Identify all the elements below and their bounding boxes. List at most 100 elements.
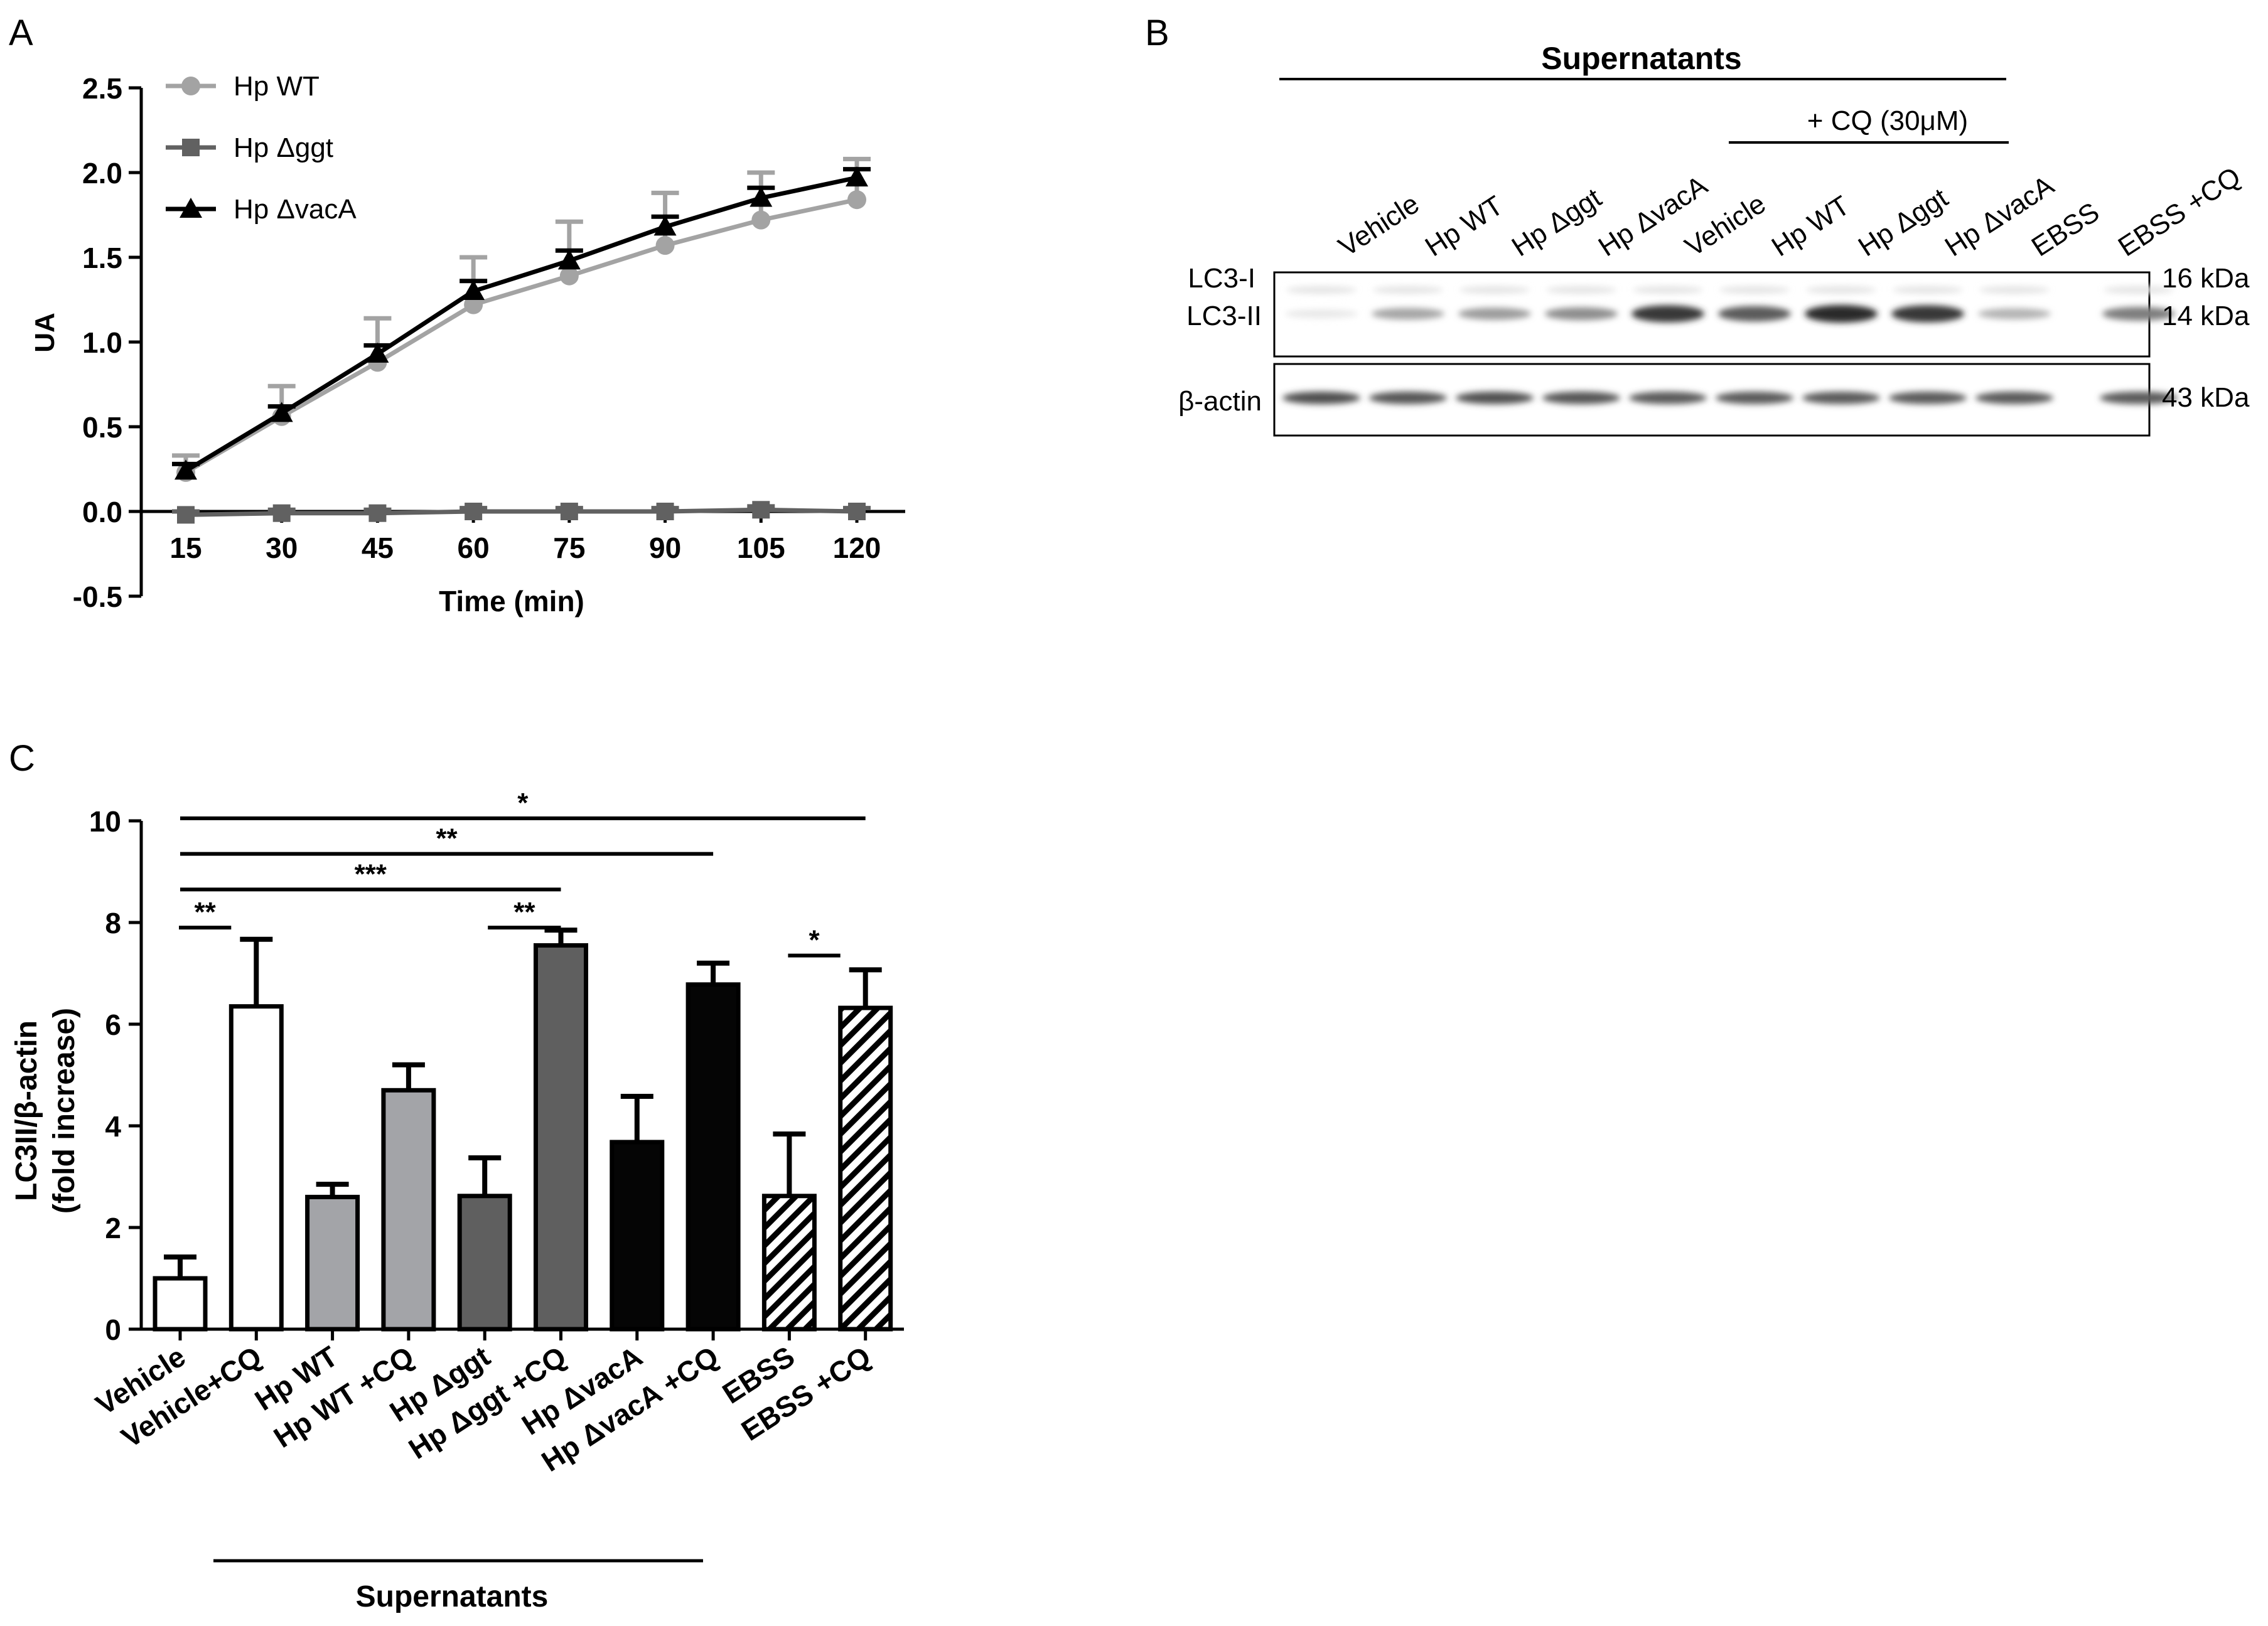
blot-band-actin bbox=[1282, 392, 1360, 404]
blot-band-lc3ii bbox=[1805, 304, 1878, 323]
panel-a-x-tick-label: 120 bbox=[833, 532, 881, 564]
blot-band-lc3i bbox=[2104, 286, 2174, 294]
panel-label-c: C bbox=[9, 738, 35, 779]
significance-label: *** bbox=[355, 858, 387, 889]
panel-a-y-tick-label: 1.5 bbox=[82, 242, 122, 274]
panel-a-x-tick-label: 30 bbox=[266, 532, 298, 564]
panel-a-x-axis-title: Time (min) bbox=[439, 585, 584, 618]
panel-c-y-tick-label: 8 bbox=[105, 907, 121, 939]
panel-a-point-vaca bbox=[175, 459, 197, 480]
panel-c-significance: ******** *** bbox=[179, 788, 866, 958]
panel-a-y-tick-label: 0.5 bbox=[82, 411, 122, 444]
panel-c-bar bbox=[457, 1194, 512, 1332]
panel-a-point-wt bbox=[847, 190, 866, 210]
legend-label-wt: Hp WT bbox=[234, 71, 320, 102]
panel-c-y-tick-label: 4 bbox=[105, 1110, 121, 1143]
significance-label: * bbox=[517, 788, 529, 818]
panel-a-point-vaca bbox=[462, 280, 485, 300]
blot-band-lc3i bbox=[1373, 286, 1443, 294]
panel-a-y-axis-title: UA bbox=[30, 313, 60, 353]
panel-a-series-ggt bbox=[172, 501, 871, 524]
panel-a-point-vaca bbox=[653, 215, 677, 236]
blot-band-lc3i bbox=[1893, 286, 1963, 294]
blot-row-label-actin: β-actin bbox=[1178, 386, 1262, 417]
panel-c-y-tick-label: 2 bbox=[105, 1212, 121, 1244]
panel-c-axes: 0 2 4 6 8 10 bbox=[89, 805, 904, 1346]
blot-band-actin bbox=[1629, 392, 1707, 404]
blot-band-actin bbox=[1542, 392, 1620, 404]
blot-band-lc3ii bbox=[1718, 306, 1791, 322]
panel-a-point-ggt bbox=[656, 503, 674, 520]
panel-c-bar bbox=[381, 1088, 436, 1332]
panel-c-y-tick-label: 6 bbox=[105, 1008, 121, 1041]
panel-a-x-tick-label: 60 bbox=[458, 532, 490, 564]
panel-c-y-tick-label: 10 bbox=[89, 805, 121, 838]
panel-a-point-wt bbox=[751, 210, 771, 230]
panel-c-bar bbox=[153, 1276, 208, 1332]
panel-label-b: B bbox=[1145, 13, 1169, 53]
panel-a-point-wt bbox=[655, 236, 675, 255]
panel-a-point-ggt bbox=[848, 503, 866, 520]
legend-marker-wt bbox=[181, 77, 200, 95]
panel-a-y-tick-label: -0.5 bbox=[73, 580, 122, 613]
panel-label-a: A bbox=[9, 13, 33, 53]
blot-band-actin bbox=[1802, 392, 1880, 404]
blot-row-label-lc3ii: LC3-II bbox=[1186, 301, 1262, 331]
panel-a-x-tick-label: 90 bbox=[649, 532, 681, 564]
panel-a-line-wt bbox=[185, 197, 857, 474]
blot-band-actin bbox=[1889, 392, 1967, 404]
blot-band-lc3i bbox=[1459, 286, 1530, 294]
panel-a-point-ggt bbox=[272, 504, 291, 522]
blot-band-lc3i bbox=[1546, 286, 1616, 294]
panel-a-x-tick-label: 75 bbox=[553, 532, 585, 564]
panel-a-point-vaca bbox=[270, 402, 293, 422]
panel-c-supernatants-label: Supernatants bbox=[356, 1580, 549, 1613]
blot-band-lc3ii bbox=[1285, 309, 1358, 318]
panel-a-line-vaca bbox=[185, 175, 857, 473]
blot-band-lc3ii bbox=[1631, 305, 1704, 323]
panel-a-point-vaca bbox=[557, 249, 581, 270]
panel-c-bar bbox=[838, 1005, 893, 1332]
panel-a-point-wt bbox=[559, 266, 579, 286]
panel-c-y-tick-label: 0 bbox=[105, 1313, 121, 1346]
blot-supernatants-title: Supernatants bbox=[1541, 41, 1742, 76]
panel-a-y-tick-label: 0.0 bbox=[82, 496, 122, 528]
blot-lane-label: Hp WT bbox=[1420, 190, 1508, 263]
panel-a-axes: -0.5 0.0 0.5 1.0 1.5 2.0 2.5 15 30 45 60 75 90 105 120 bbox=[73, 72, 905, 613]
blot-lane-label: Hp WT bbox=[1766, 190, 1855, 263]
panel-a-line-ggt bbox=[185, 507, 857, 517]
panel-a-point-vaca bbox=[846, 166, 868, 187]
panel-a-series bbox=[172, 156, 871, 524]
panel-c-bar bbox=[610, 1140, 665, 1332]
blot-band-actin bbox=[1975, 392, 2053, 404]
blot-band-lc3i bbox=[1719, 286, 1790, 294]
blot-lane-label: Vehicle bbox=[1333, 188, 1425, 262]
panel-c-bar bbox=[228, 1004, 284, 1332]
panel-c-bar bbox=[534, 943, 588, 1332]
significance-label: ** bbox=[195, 897, 217, 928]
blot-band-lc3ii bbox=[1891, 305, 1964, 323]
panel-c-y-axis-title-line1: LC3II/β-actin bbox=[10, 1020, 43, 1201]
panel-a-point-ggt bbox=[177, 506, 195, 524]
blot-marker-43kda: 43 kDa bbox=[2162, 382, 2250, 413]
blot-band-lc3i bbox=[1979, 286, 2050, 294]
panel-c-bar bbox=[761, 1194, 817, 1332]
panel-a-series-vaca bbox=[172, 166, 871, 480]
panel-a-point-ggt bbox=[465, 503, 483, 520]
legend-label-vaca: Hp ΔvacA bbox=[234, 194, 357, 225]
panel-a-x-tick-label: 105 bbox=[737, 532, 785, 564]
blot-bands bbox=[1282, 286, 2178, 404]
legend-label-ggt: Hp Δggt bbox=[234, 132, 333, 163]
blot-band-actin bbox=[2100, 392, 2178, 404]
line-chart-panel-a: -0.5 0.0 0.5 1.0 1.5 2.0 2.5 15 30 45 60 75 90 105 120… bbox=[30, 71, 905, 618]
blot-band-actin bbox=[1456, 392, 1534, 404]
legend-marker-ggt bbox=[182, 139, 200, 156]
blot-row-label-lc3i: LC3-I bbox=[1188, 263, 1255, 294]
panel-a-y-tick-label: 2.0 bbox=[82, 157, 122, 190]
significance-label: ** bbox=[513, 897, 535, 928]
panel-a-x-tick-label: 15 bbox=[169, 532, 202, 564]
